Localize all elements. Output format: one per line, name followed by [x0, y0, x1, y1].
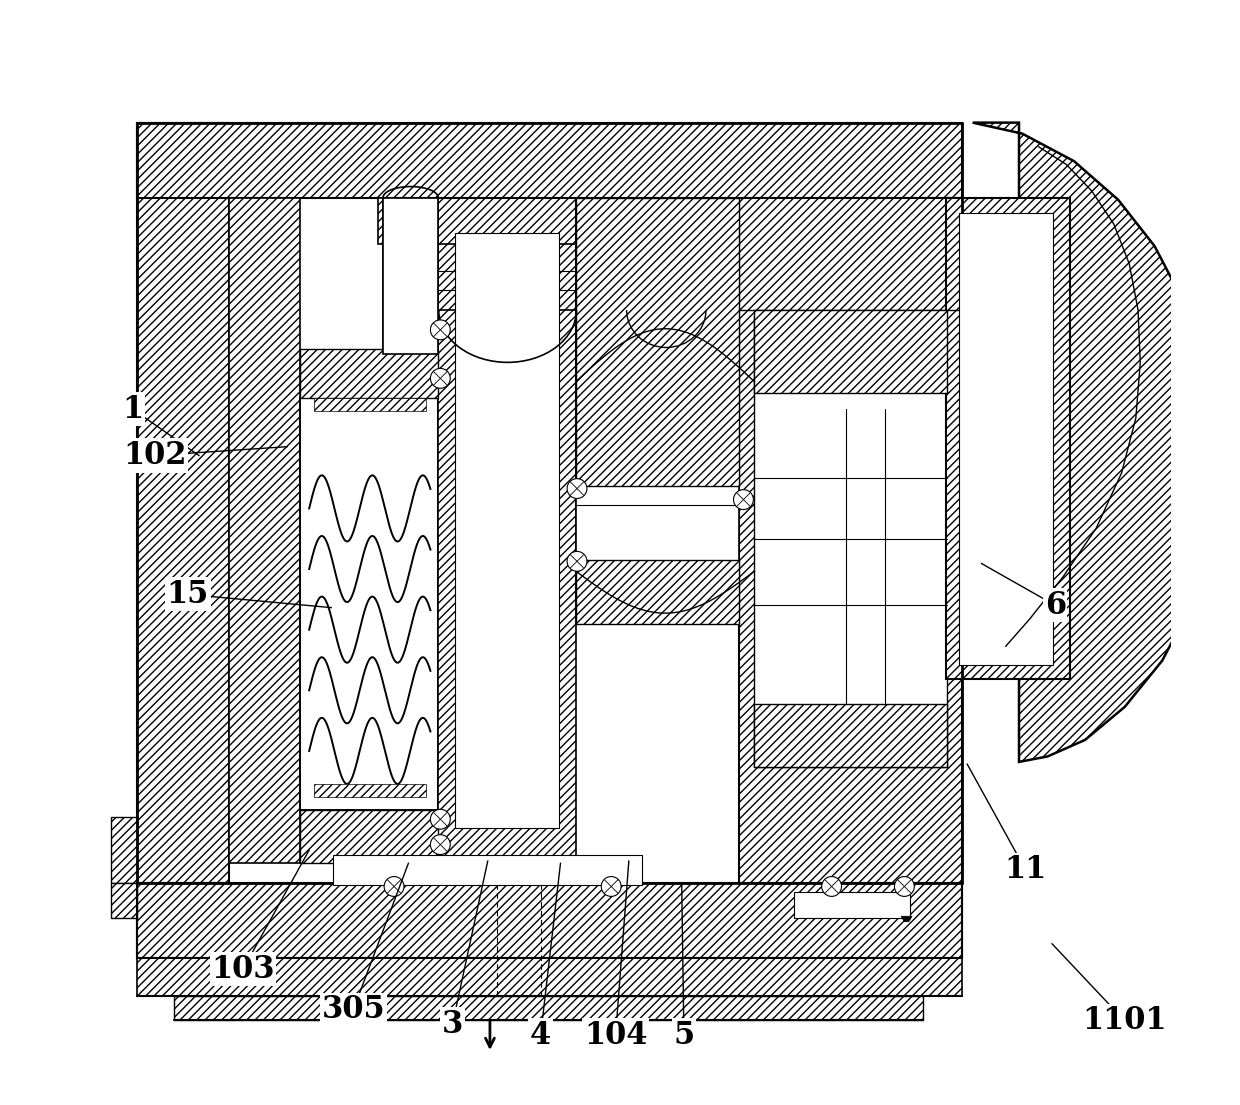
- Bar: [383, 198, 438, 354]
- Bar: [334, 854, 642, 885]
- Bar: [739, 198, 962, 883]
- Circle shape: [822, 876, 842, 896]
- Bar: [455, 233, 559, 828]
- Text: 3: 3: [441, 1009, 464, 1040]
- Bar: [794, 892, 910, 918]
- Text: 1101: 1101: [1083, 1006, 1167, 1036]
- Text: 6: 6: [1045, 590, 1066, 621]
- Bar: [754, 704, 947, 768]
- Circle shape: [384, 876, 404, 896]
- Bar: [300, 348, 438, 398]
- Bar: [174, 996, 923, 1020]
- Text: 103: 103: [211, 954, 275, 985]
- Bar: [138, 123, 228, 883]
- Bar: [314, 783, 427, 797]
- Circle shape: [430, 834, 450, 854]
- Bar: [438, 198, 575, 311]
- Bar: [138, 883, 962, 958]
- Text: 11: 11: [1004, 854, 1047, 885]
- Bar: [960, 213, 1053, 665]
- Circle shape: [567, 478, 587, 498]
- Bar: [754, 311, 947, 392]
- Bar: [575, 198, 739, 486]
- Text: 104: 104: [584, 1020, 647, 1051]
- Text: 1: 1: [123, 393, 144, 424]
- Bar: [438, 198, 575, 863]
- Bar: [575, 198, 739, 311]
- Circle shape: [601, 876, 621, 896]
- Text: 102: 102: [123, 440, 186, 471]
- Bar: [946, 198, 1070, 680]
- Polygon shape: [901, 916, 913, 922]
- Bar: [300, 398, 438, 810]
- Bar: [110, 817, 138, 883]
- Bar: [377, 198, 653, 244]
- Text: 5: 5: [673, 1020, 694, 1051]
- Circle shape: [734, 490, 754, 509]
- Circle shape: [430, 320, 450, 339]
- Bar: [138, 958, 962, 996]
- Circle shape: [567, 551, 587, 571]
- Polygon shape: [972, 123, 1215, 762]
- Bar: [300, 810, 438, 863]
- Text: 15: 15: [167, 579, 210, 610]
- Bar: [228, 198, 300, 863]
- Text: 4: 4: [529, 1020, 552, 1051]
- Bar: [575, 198, 739, 624]
- Circle shape: [430, 809, 450, 829]
- Bar: [575, 560, 739, 624]
- Bar: [138, 123, 962, 198]
- Circle shape: [894, 876, 914, 896]
- Text: 305: 305: [321, 994, 386, 1025]
- Bar: [314, 398, 427, 411]
- Bar: [754, 316, 947, 768]
- Circle shape: [430, 368, 450, 388]
- Bar: [110, 883, 138, 918]
